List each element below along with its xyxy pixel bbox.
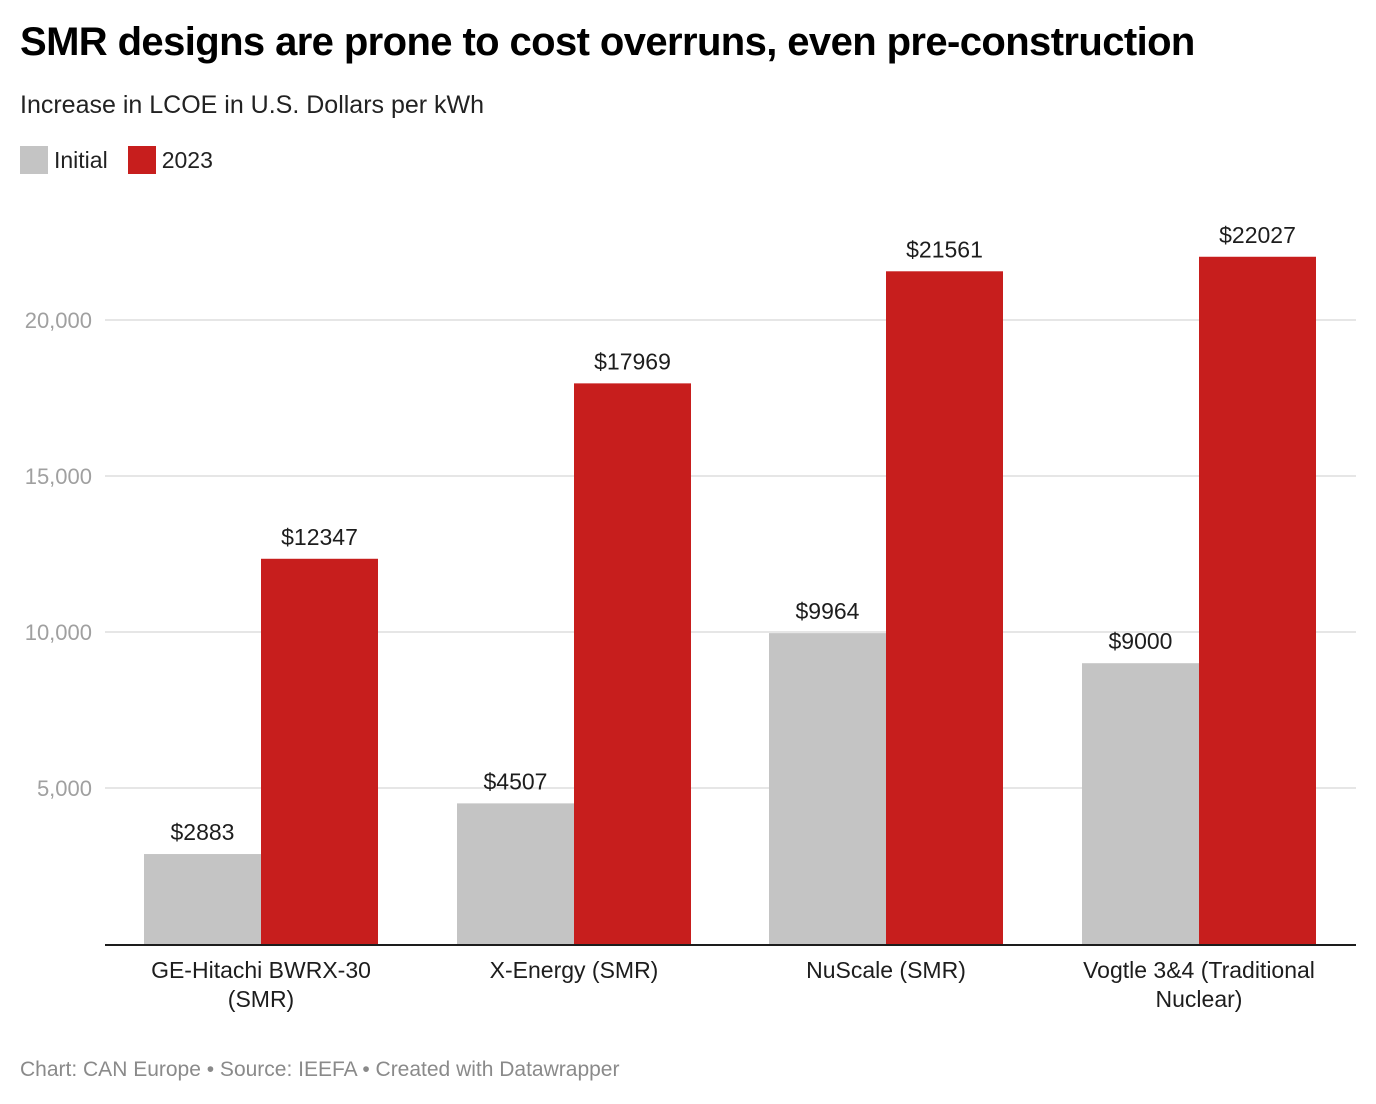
- bar-2023: [1199, 256, 1316, 945]
- chart-title: SMR designs are prone to cost overruns, …: [20, 20, 1195, 64]
- bar-2023: [574, 383, 691, 944]
- data-label: $17969: [594, 348, 671, 374]
- bar-initial: [457, 803, 574, 944]
- bar-initial: [769, 633, 886, 944]
- bars: [144, 256, 1316, 945]
- x-category-label: X-Energy (SMR): [490, 957, 659, 983]
- x-category-label: Vogtle 3&4 (Traditional Nuclear): [1083, 957, 1315, 1012]
- legend-item-initial[interactable]: Initial: [20, 146, 108, 174]
- legend-swatch-2023: [127, 146, 156, 174]
- bar-initial: [144, 854, 261, 944]
- legend-label-2023: 2023: [161, 146, 213, 173]
- data-label: $21561: [906, 236, 983, 262]
- legend-item-2023[interactable]: 2023: [127, 146, 213, 174]
- data-label: $9964: [796, 598, 860, 624]
- y-tick-label: 5,000: [37, 776, 92, 801]
- bar-2023: [261, 558, 378, 944]
- data-labels: $2883 $4507 $9964 $9000 $12347 $17969 $21561 $2…: [171, 222, 1296, 845]
- data-label: $9000: [1109, 628, 1173, 654]
- legend-label-initial: Initial: [54, 146, 108, 173]
- x-category-label-line: X-Energy (SMR): [490, 957, 659, 983]
- x-axis-category-labels: GE-Hitachi BWRX-30 (SMR) X-Energy (SMR) NuS…: [151, 957, 1315, 1012]
- legend: Initial 2023: [20, 146, 233, 174]
- x-category-label: NuScale (SMR): [806, 957, 966, 983]
- x-category-label-line: (SMR): [228, 986, 294, 1012]
- data-label: $12347: [281, 524, 358, 550]
- y-axis-tick-labels: 5,000 10,000 15,000 20,000: [25, 308, 92, 801]
- data-label: $4507: [484, 768, 548, 794]
- bar-initial: [1082, 663, 1199, 944]
- chart-subtitle: Increase in LCOE in U.S. Dollars per kWh: [20, 91, 485, 119]
- y-tick-label: 20,000: [25, 308, 92, 333]
- y-tick-label: 15,000: [25, 464, 92, 489]
- x-category-label-line: Vogtle 3&4 (Traditional: [1083, 957, 1315, 983]
- x-category-label: GE-Hitachi BWRX-30 (SMR): [151, 957, 371, 1012]
- legend-swatch-initial: [20, 146, 48, 174]
- x-category-label-line: GE-Hitachi BWRX-30: [151, 957, 371, 983]
- y-tick-label: 10,000: [25, 620, 92, 645]
- bar-2023: [886, 271, 1003, 944]
- x-category-label-line: NuScale (SMR): [806, 957, 966, 983]
- x-category-label-line: Nuclear): [1156, 986, 1243, 1012]
- data-label: $2883: [171, 819, 235, 845]
- data-label: $22027: [1219, 222, 1296, 248]
- chart-footer: Chart: CAN Europe • Source: IEEFA • Crea…: [20, 1058, 620, 1081]
